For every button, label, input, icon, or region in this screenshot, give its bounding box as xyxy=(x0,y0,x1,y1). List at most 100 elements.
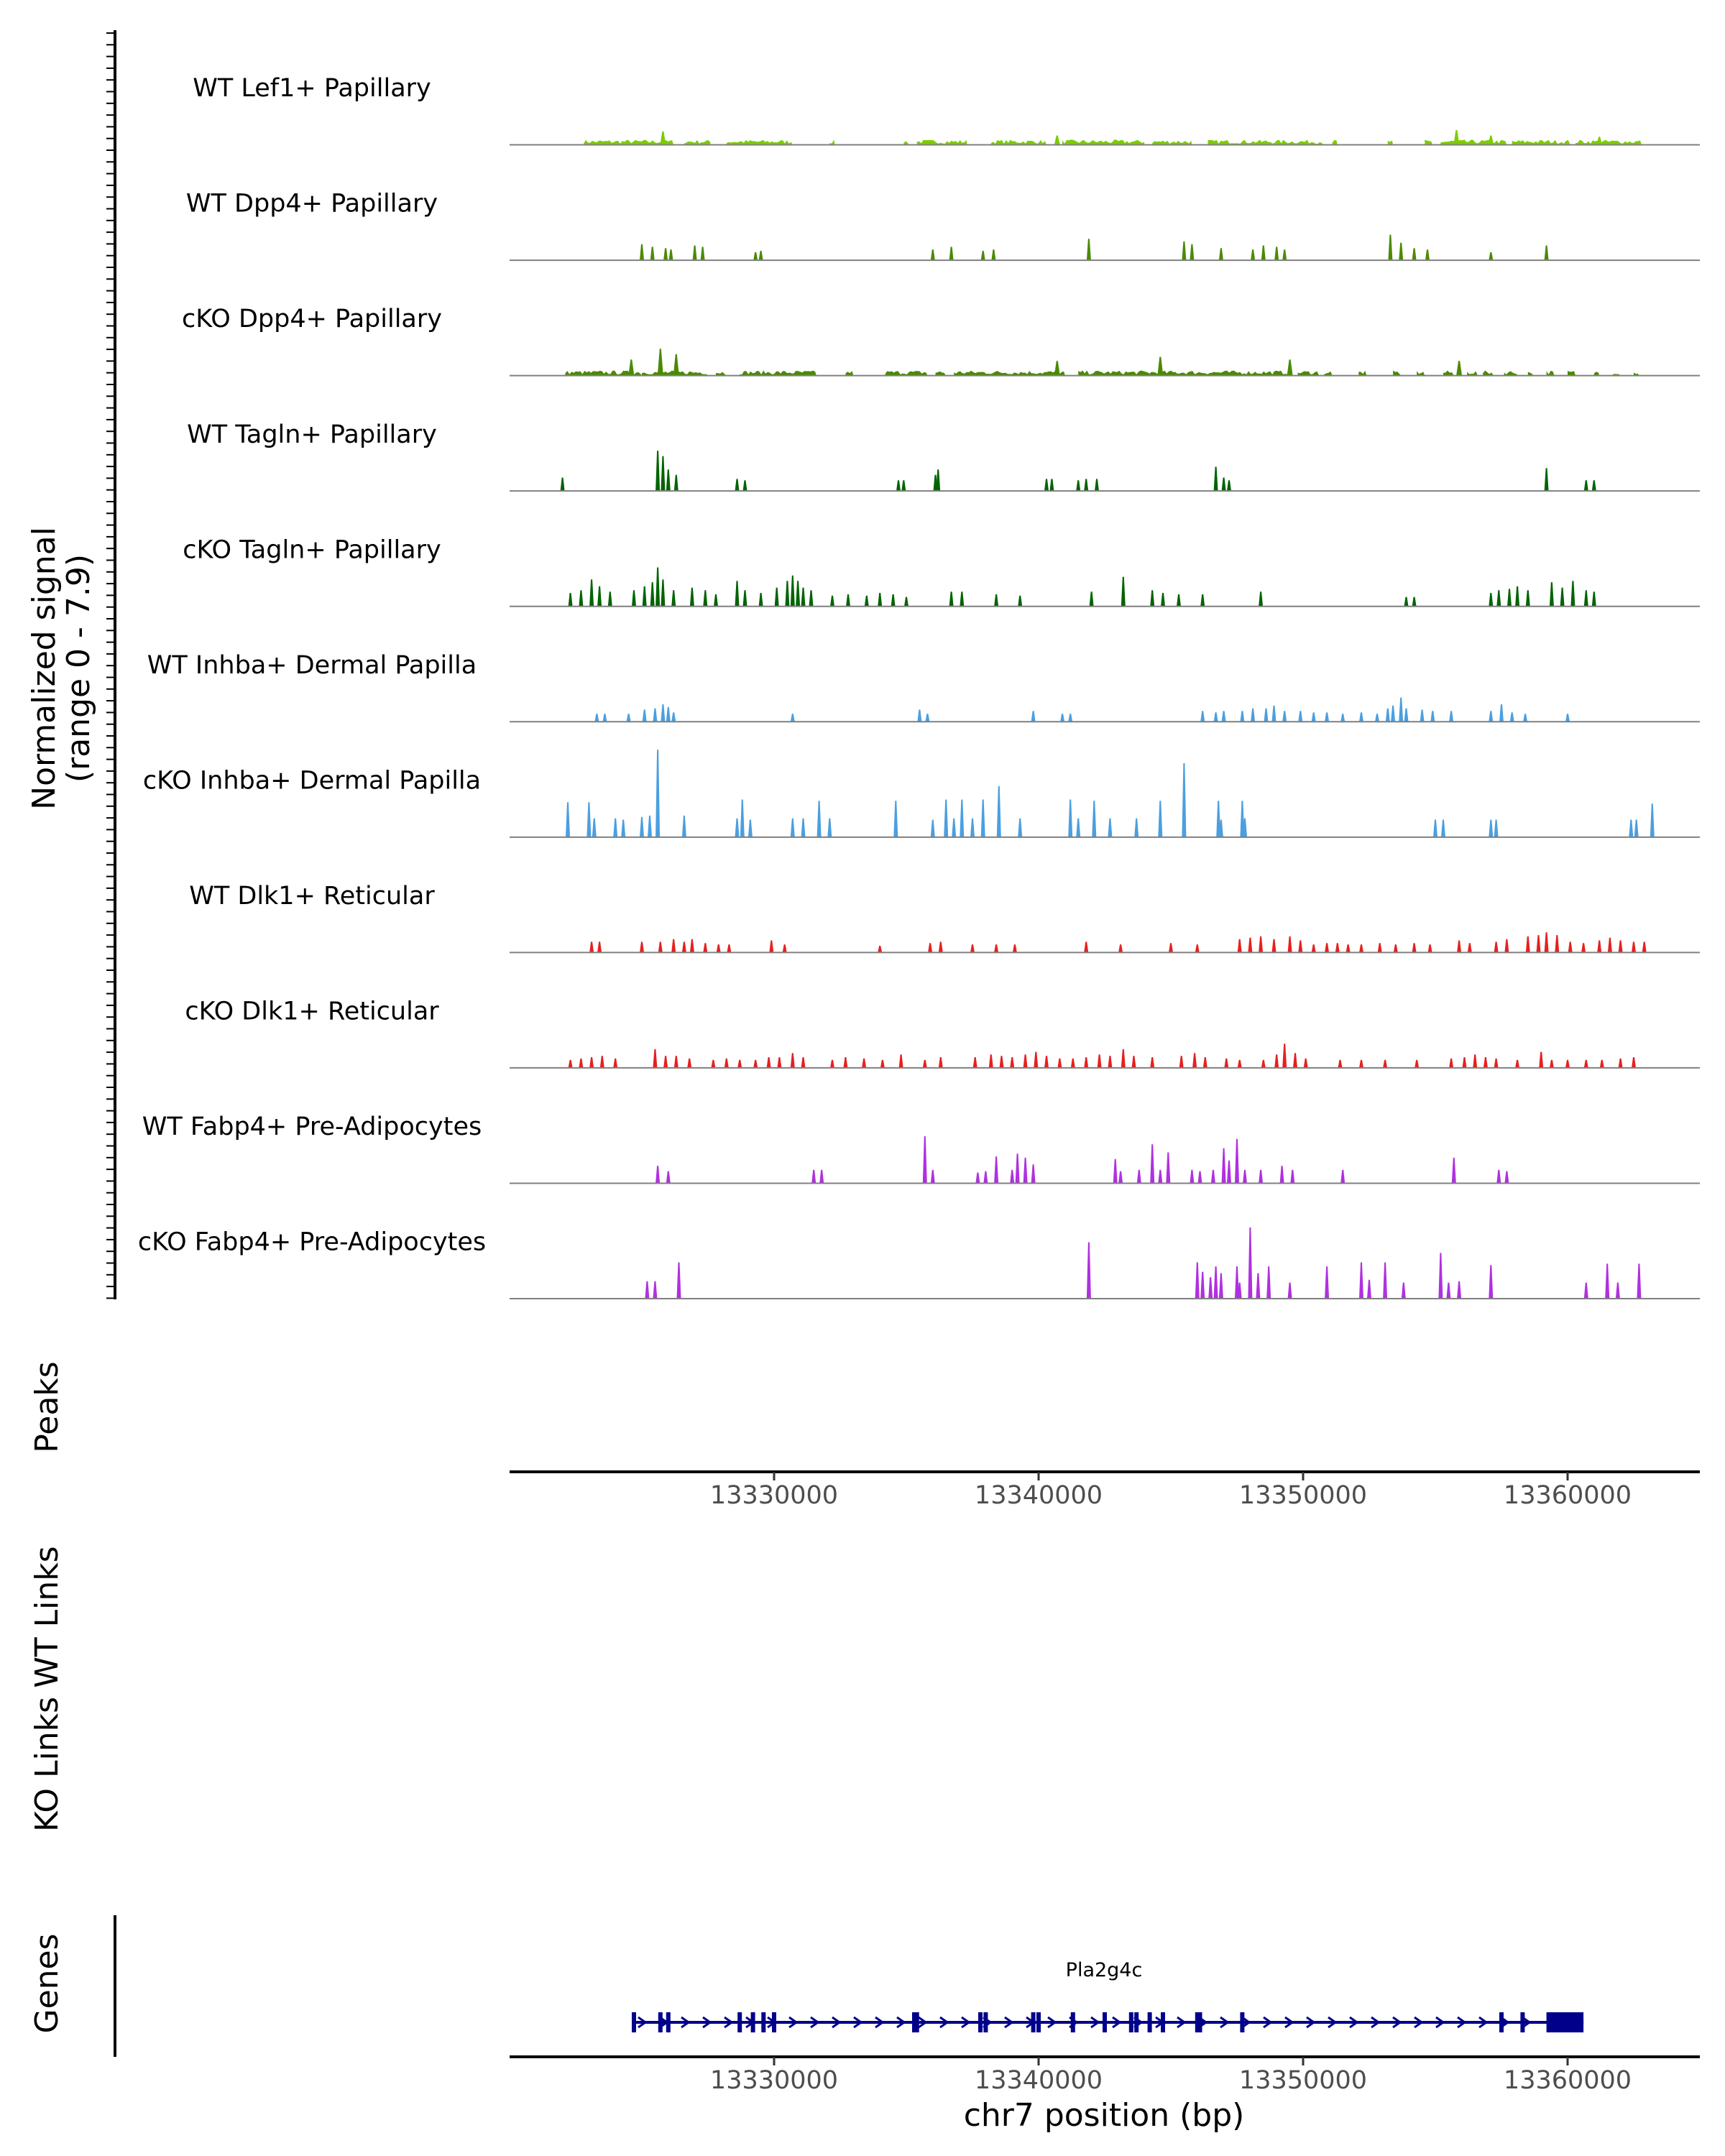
coverage-peak xyxy=(1224,1058,1229,1068)
track-label: cKO Fabp4+ Pre-Adipocytes xyxy=(138,1228,486,1257)
x-tick-label: 13330000 xyxy=(710,2066,838,2095)
coverage-peak xyxy=(1583,1282,1588,1299)
coverage-peak xyxy=(1095,479,1099,492)
coverage-track xyxy=(510,1136,1700,1184)
coverage-peak xyxy=(1441,819,1445,837)
coverage-peak xyxy=(1404,708,1409,722)
coverage-peak xyxy=(1377,943,1382,953)
x-tick-label: 13360000 xyxy=(1504,2066,1632,2095)
track-label: WT Dpp4+ Papillary xyxy=(186,190,438,218)
coverage-peak xyxy=(1456,361,1463,376)
coverage-peak xyxy=(1298,711,1303,722)
coverage-peak xyxy=(999,1056,1004,1068)
coverage-peak xyxy=(1446,1282,1451,1299)
coverage-peak xyxy=(657,349,663,376)
coverage-peak xyxy=(737,1059,742,1068)
coverage-peak xyxy=(930,819,935,837)
coverage-peak xyxy=(689,587,694,607)
coverage-peak xyxy=(1340,1169,1346,1184)
coverage-peak xyxy=(1287,936,1292,953)
coverage-peak xyxy=(766,1057,771,1068)
coverage-peak xyxy=(1287,359,1293,376)
coverage-peak xyxy=(711,1059,716,1068)
coverage-peak xyxy=(607,591,612,607)
strand-arrow xyxy=(1263,2016,1273,2029)
x-tick-label: 13330000 xyxy=(710,1481,838,1510)
gene-exon xyxy=(1128,2012,1133,2032)
coverage-peak xyxy=(1338,1059,1343,1068)
coverage-peak xyxy=(692,245,697,261)
strand-arrow xyxy=(1457,2016,1467,2029)
coverage-peak xyxy=(1237,1059,1242,1068)
coverage-peak xyxy=(1150,590,1155,607)
coverage-segment xyxy=(829,139,835,145)
coverage-peak xyxy=(1504,1171,1509,1184)
coverage-peak xyxy=(1650,803,1655,837)
coverage-peak xyxy=(1489,593,1494,607)
coverage-peak xyxy=(656,451,661,492)
coverage-peak xyxy=(1208,1277,1213,1299)
coverage-peak xyxy=(952,818,957,837)
coverage-peak xyxy=(1449,1058,1454,1068)
coverage-peak xyxy=(1634,819,1639,837)
coverage-peak xyxy=(613,818,618,837)
coverage-peak xyxy=(589,579,594,607)
coverage-segment xyxy=(1576,139,1642,145)
coverage-peak xyxy=(1259,936,1264,953)
coverage-segment xyxy=(903,141,909,145)
coverage-peak xyxy=(642,586,647,607)
coverage-segment xyxy=(1504,371,1518,376)
coverage-peak xyxy=(671,939,676,953)
coverage-peak xyxy=(796,581,801,607)
coverage-peak xyxy=(1279,1166,1284,1184)
coverage-peak xyxy=(1449,711,1454,722)
coverage-peak xyxy=(922,1059,927,1068)
coverage-peak xyxy=(1632,941,1636,953)
empty-track-label: KO Links xyxy=(29,1697,65,1832)
coverage-peak xyxy=(1489,1265,1494,1299)
coverage-peak xyxy=(1012,944,1017,953)
gene-exon xyxy=(912,2012,916,2032)
coverage-segment xyxy=(1527,372,1534,376)
coverage-peak xyxy=(1134,818,1139,837)
coverage-peak xyxy=(960,799,965,837)
gene-exon xyxy=(1195,2012,1200,2032)
x-tick-label: 13340000 xyxy=(975,2066,1103,2095)
coverage-peak xyxy=(994,1156,999,1184)
coverage-peak xyxy=(1049,479,1054,492)
coverage-peak xyxy=(1259,1169,1264,1184)
gene-exon xyxy=(750,2012,755,2032)
coverage-peak xyxy=(1150,1144,1155,1184)
coverage-segment xyxy=(1324,371,1333,376)
coverage-peak xyxy=(1591,480,1596,492)
coverage-peak xyxy=(970,944,975,953)
coverage-peak xyxy=(930,1169,935,1184)
coverage-peak xyxy=(1108,1056,1113,1068)
coverage-peak xyxy=(1136,1169,1141,1184)
coverage-peak xyxy=(1489,711,1494,722)
coverage-peak xyxy=(1391,705,1396,722)
track-label: cKO Inhba+ Dermal Papilla xyxy=(143,766,481,795)
coverage-peak xyxy=(656,750,661,837)
coverage-peak xyxy=(936,469,941,492)
track-label: WT Dlk1+ Reticular xyxy=(189,882,435,911)
coverage-peak xyxy=(663,248,668,261)
coverage-peak xyxy=(949,591,954,607)
coverage-track xyxy=(510,349,1700,377)
coverage-peak xyxy=(645,1281,650,1299)
coverage-peak xyxy=(1335,943,1340,953)
coverage-peak xyxy=(830,595,834,607)
coverage-track xyxy=(510,1044,1700,1069)
y-axis-range-label: (range 0 - 7.9) xyxy=(60,554,97,783)
strand-arrow xyxy=(1371,2016,1381,2029)
gene-exon xyxy=(1147,2012,1152,2032)
coverage-peak xyxy=(597,586,602,607)
coverage-peak xyxy=(1200,1271,1205,1299)
coverage-peak xyxy=(1393,944,1398,953)
coverage-peak xyxy=(1489,819,1494,837)
coverage-peak xyxy=(1158,1169,1163,1184)
coverage-peak xyxy=(960,591,965,607)
coverage-peak xyxy=(1190,1169,1195,1184)
coverage-peak xyxy=(994,594,999,607)
gene-exon xyxy=(1036,2012,1041,2032)
